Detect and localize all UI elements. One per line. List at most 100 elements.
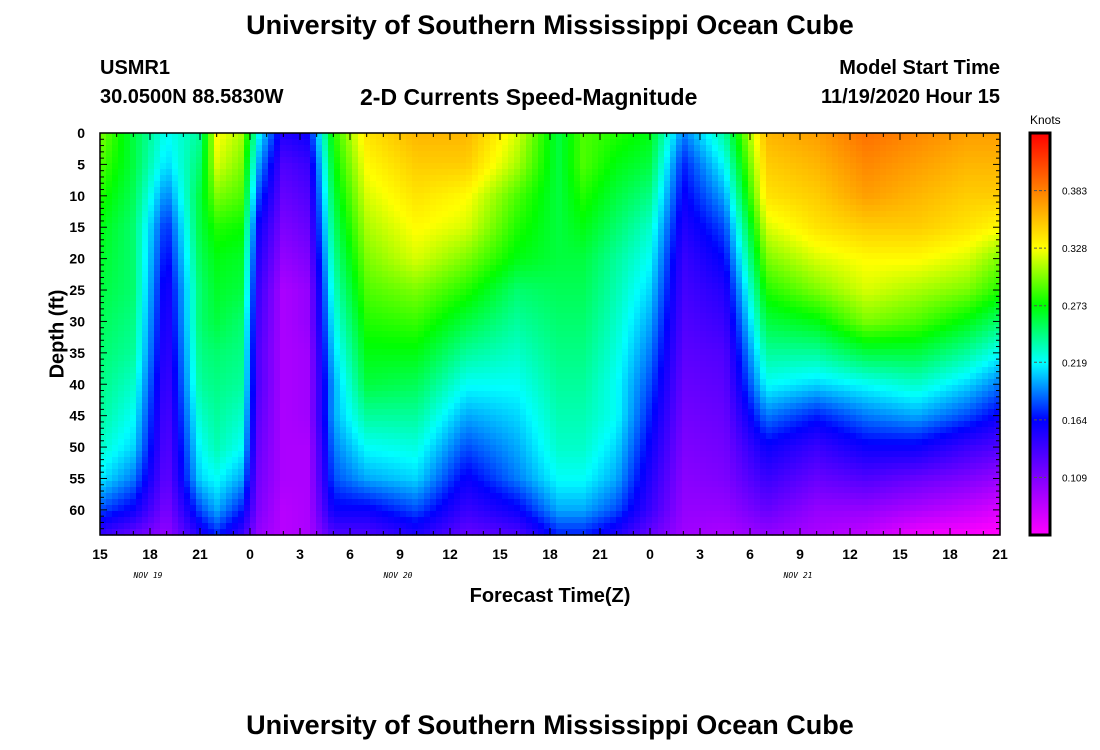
- heatmap-cell: [160, 505, 167, 512]
- heatmap-cell: [154, 187, 161, 194]
- heatmap-cell: [220, 379, 227, 386]
- heatmap-cell: [472, 247, 479, 254]
- heatmap-cell: [148, 193, 155, 200]
- heatmap-cell: [406, 253, 413, 260]
- heatmap-cell: [280, 271, 287, 278]
- heatmap-cell: [112, 499, 119, 506]
- heatmap-cell: [196, 487, 203, 494]
- heatmap-cell: [298, 505, 305, 512]
- heatmap-cell: [400, 337, 407, 344]
- heatmap-cell: [298, 325, 305, 332]
- heatmap-cell: [202, 505, 209, 512]
- heatmap-cell: [256, 487, 263, 494]
- heatmap-cell: [112, 493, 119, 500]
- heatmap-cell: [244, 163, 251, 170]
- heatmap-cell: [286, 451, 293, 458]
- heatmap-cell: [454, 463, 461, 470]
- heatmap-cell: [268, 277, 275, 284]
- heatmap-cell: [268, 361, 275, 368]
- heatmap-cell: [118, 307, 125, 314]
- heatmap-cell: [538, 481, 545, 488]
- heatmap-cell: [514, 259, 521, 266]
- heatmap-cell: [100, 277, 107, 284]
- heatmap-cell: [496, 511, 503, 518]
- heatmap-cell: [358, 211, 365, 218]
- heatmap-cell: [388, 499, 395, 506]
- heatmap-cell: [442, 427, 449, 434]
- heatmap-cell: [364, 211, 371, 218]
- heatmap-cell: [520, 193, 527, 200]
- heatmap-cell: [142, 307, 149, 314]
- heatmap-cell: [280, 139, 287, 146]
- heatmap-cell: [112, 343, 119, 350]
- heatmap-cell: [214, 487, 221, 494]
- heatmap-cell: [502, 415, 509, 422]
- heatmap-cell: [472, 301, 479, 308]
- heatmap-cell: [304, 133, 311, 140]
- heatmap-cell: [226, 481, 233, 488]
- heatmap-cell: [424, 253, 431, 260]
- heatmap-cell: [172, 481, 179, 488]
- heatmap-cell: [280, 499, 287, 506]
- heatmap-cell: [334, 529, 341, 536]
- heatmap-cell: [220, 181, 227, 188]
- heatmap-cell: [310, 337, 317, 344]
- heatmap-cell: [220, 319, 227, 326]
- heatmap-cell: [166, 235, 173, 242]
- heatmap-cell: [100, 523, 107, 530]
- heatmap-cell: [532, 139, 539, 146]
- heatmap-cell: [160, 295, 167, 302]
- heatmap-cell: [412, 301, 419, 308]
- heatmap-cell: [406, 181, 413, 188]
- heatmap-cell: [262, 523, 269, 530]
- heatmap-cell: [256, 199, 263, 206]
- heatmap-cell: [334, 487, 341, 494]
- heatmap-cell: [280, 229, 287, 236]
- heatmap-cell: [136, 511, 143, 518]
- heatmap-cell: [142, 529, 149, 536]
- heatmap-cell: [418, 193, 425, 200]
- heatmap-cell: [136, 427, 143, 434]
- heatmap-cell: [268, 319, 275, 326]
- heatmap-cell: [208, 259, 215, 266]
- heatmap-cell: [118, 523, 125, 530]
- heatmap-cell: [352, 283, 359, 290]
- heatmap-cell: [346, 163, 353, 170]
- heatmap-cell: [322, 379, 329, 386]
- heatmap-cell: [100, 235, 107, 242]
- heatmap-cell: [412, 241, 419, 248]
- heatmap-cell: [262, 247, 269, 254]
- heatmap-cell: [406, 205, 413, 212]
- heatmap-cell: [538, 181, 545, 188]
- heatmap-cell: [490, 529, 497, 536]
- heatmap-cell: [220, 361, 227, 368]
- heatmap-cell: [262, 271, 269, 278]
- heatmap-cell: [388, 457, 395, 464]
- heatmap-cell: [304, 277, 311, 284]
- heatmap-cell: [400, 169, 407, 176]
- heatmap-cell: [490, 421, 497, 428]
- heatmap-cell: [190, 415, 197, 422]
- heatmap-cell: [148, 487, 155, 494]
- heatmap-cell: [400, 373, 407, 380]
- heatmap-cell: [388, 481, 395, 488]
- heatmap-cell: [280, 355, 287, 362]
- heatmap-cell: [442, 163, 449, 170]
- heatmap-cell: [424, 505, 431, 512]
- heatmap-cell: [238, 427, 245, 434]
- heatmap-cell: [460, 391, 467, 398]
- heatmap-cell: [130, 463, 137, 470]
- heatmap-cell: [388, 271, 395, 278]
- heatmap-cell: [370, 283, 377, 290]
- heatmap-cell: [406, 265, 413, 272]
- heatmap-cell: [502, 139, 509, 146]
- heatmap-cell: [250, 481, 257, 488]
- heatmap-cell: [508, 289, 515, 296]
- heatmap-cell: [220, 259, 227, 266]
- heatmap-cell: [310, 157, 317, 164]
- heatmap-cell: [214, 175, 221, 182]
- heatmap-cell: [508, 481, 515, 488]
- heatmap-cell: [364, 253, 371, 260]
- heatmap-cell: [280, 451, 287, 458]
- heatmap-cell: [520, 163, 527, 170]
